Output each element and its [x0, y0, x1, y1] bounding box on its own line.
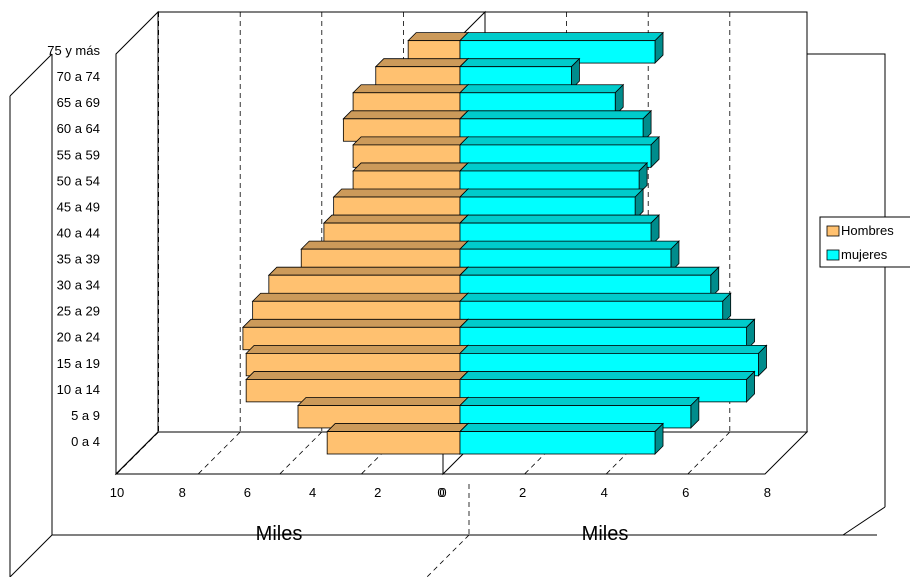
category-label: 30 a 34: [57, 278, 100, 293]
bar-hombres-14-top: [374, 58, 469, 68]
x-axis-title-right: Miles: [582, 523, 629, 545]
bar-mujeres-11-top: [459, 136, 661, 146]
gridline: [687, 431, 731, 475]
tick-label: 10: [110, 485, 124, 500]
tick-label: 8: [764, 485, 771, 500]
gridline: [197, 431, 241, 475]
category-label: 35 a 39: [57, 252, 100, 267]
bar-mujeres-14-top: [459, 58, 581, 68]
bar-hombres-5-top: [251, 292, 469, 302]
bar-mujeres-1-top: [459, 397, 700, 406]
category-label: 65 a 69: [57, 95, 100, 110]
bar-mujeres-2: [459, 370, 756, 403]
legend-label-mujeres: mujeres: [841, 247, 888, 262]
bar-mujeres-3-top: [459, 344, 768, 354]
bar-mujeres-0: [459, 422, 664, 455]
bars-group: [241, 31, 768, 455]
tick-label: 6: [244, 485, 251, 500]
bar-hombres-10-top: [352, 162, 469, 172]
gridline: [116, 431, 159, 475]
bar-mujeres-2-top: [459, 371, 756, 380]
category-label: 15 a 19: [57, 356, 100, 371]
bar-mujeres-6: [459, 266, 720, 299]
bar-mujeres-10-top: [459, 162, 649, 172]
legend-swatch-hombres: [826, 225, 840, 237]
bar-hombres-2-top: [245, 371, 469, 380]
tick-label: 2: [374, 485, 381, 500]
tick-label: 6: [682, 485, 689, 500]
bar-hombres-7-top: [300, 240, 469, 250]
legend: Hombres mujeres: [819, 216, 910, 268]
bar-hombres-15-top: [407, 32, 469, 42]
gridline: [279, 431, 323, 475]
bar-mujeres-5: [459, 292, 732, 325]
bar-mujeres-9-top: [459, 188, 645, 198]
bar-mujeres-12: [459, 109, 653, 143]
x-axis-title-left: Miles: [256, 523, 303, 545]
bar-mujeres-12-top: [459, 110, 653, 120]
bar-hombres-11-top: [352, 136, 469, 146]
tick-label: 0: [439, 485, 446, 500]
category-label: 0 a 4: [71, 434, 100, 449]
bar-hombres-3-top: [245, 344, 469, 354]
bar-mujeres-7-top: [459, 240, 680, 250]
category-labels: 0 a 4 5 a 9 10 a 14 15 a 19 20 a 24 25 a 29 30…: [47, 43, 100, 449]
bar-mujeres-13: [459, 83, 625, 117]
tick-label: 0: [437, 485, 444, 500]
tick-label: 4: [601, 485, 608, 500]
gridline: [426, 534, 470, 577]
category-label: 40 a 44: [57, 225, 100, 240]
category-label: 55 a 59: [57, 147, 100, 162]
bar-mujeres-10: [459, 161, 649, 195]
bar-mujeres-6-top: [459, 266, 720, 276]
bar-mujeres-0-top: [459, 423, 664, 432]
bar-mujeres-5-top: [459, 292, 732, 302]
bar-mujeres-13-top: [459, 84, 625, 94]
tick-label: 8: [179, 485, 186, 500]
bar-hombres-4-top: [241, 318, 469, 328]
bar-mujeres-14: [459, 57, 581, 91]
bar-mujeres-3: [459, 344, 768, 377]
bar-hombres-0: [326, 422, 469, 455]
bar-hombres-9-top: [332, 188, 469, 198]
chart-frame: [9, 10, 886, 577]
category-label: 25 a 29: [57, 304, 100, 319]
tick-label: 2: [519, 485, 526, 500]
bar-hombres-8-top: [322, 214, 469, 224]
bar-mujeres-1: [459, 396, 700, 429]
legend-label-hombres: Hombres: [841, 223, 894, 238]
bar-hombres-6-top: [267, 266, 469, 276]
bar-hombres-13-top: [352, 84, 469, 94]
bar-mujeres-8-top: [459, 214, 661, 224]
category-label: 10 a 14: [57, 382, 100, 397]
bar-mujeres-7: [459, 240, 680, 273]
bar-mujeres-4: [459, 318, 756, 351]
bar-hombres-12-top: [342, 110, 469, 120]
bar-mujeres-15-top: [459, 32, 664, 42]
bar-hombres-0-top: [326, 423, 469, 432]
bar-hombres-0-front: [326, 431, 461, 455]
bar-hombres-1-top: [297, 397, 469, 406]
category-label: 20 a 24: [57, 330, 100, 345]
bar-mujeres-4-top: [459, 318, 756, 328]
bar-hombres-4: [241, 318, 469, 351]
bar-mujeres-0-front: [459, 431, 656, 455]
category-label: 75 y más: [47, 43, 100, 58]
axis-tick-labels: 10 8 6 4 2 00 2 4 6 8: [110, 485, 771, 500]
category-label: 50 a 54: [57, 173, 100, 188]
tick-label: 4: [309, 485, 316, 500]
category-label: 70 a 74: [57, 69, 100, 84]
bar-mujeres-8: [459, 214, 661, 247]
category-label: 60 a 64: [57, 121, 100, 136]
category-label: 5 a 9: [71, 408, 100, 423]
category-label: 45 a 49: [57, 199, 100, 214]
legend-swatch-mujeres: [826, 249, 840, 261]
